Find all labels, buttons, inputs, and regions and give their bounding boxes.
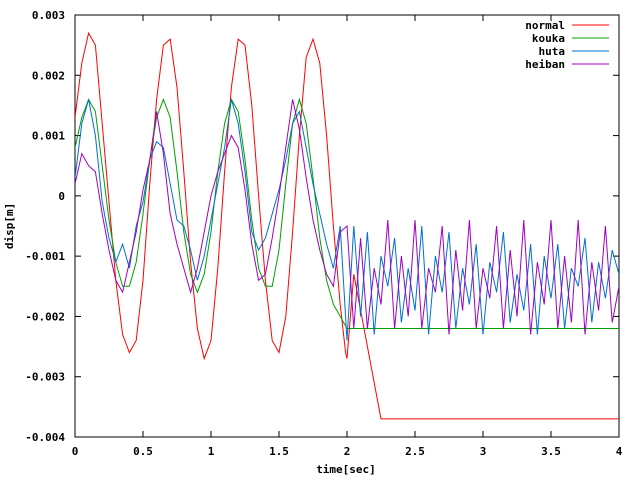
- x-tick-label: 0: [72, 445, 79, 458]
- series-line-huta: [75, 99, 619, 341]
- legend-label-kouka: kouka: [532, 32, 565, 45]
- y-tick-label: 0.002: [32, 69, 65, 82]
- y-tick-label: -0.001: [25, 250, 65, 263]
- y-axis-label: disp[m]: [3, 203, 16, 249]
- x-tick-label: 3: [480, 445, 487, 458]
- x-tick-label: 1.5: [269, 445, 289, 458]
- x-tick-label: 0.5: [133, 445, 153, 458]
- x-tick-label: 2.5: [405, 445, 425, 458]
- y-tick-label: -0.002: [25, 310, 65, 323]
- legend-label-normal: normal: [525, 19, 565, 32]
- x-tick-label: 2: [344, 445, 351, 458]
- y-tick-label: -0.003: [25, 371, 65, 384]
- series-lines: [75, 31, 619, 420]
- series-line-kouka: [75, 97, 619, 329]
- legend-label-huta: huta: [539, 45, 566, 58]
- y-tick-label: 0.003: [32, 9, 65, 22]
- y-tick-label: 0.001: [32, 130, 65, 143]
- x-tick-label: 1: [208, 445, 215, 458]
- x-axis-label: time[sec]: [316, 463, 376, 476]
- y-tick-label: -0.004: [25, 431, 65, 444]
- legend-label-heiban: heiban: [525, 58, 565, 71]
- x-tick-label: 3.5: [541, 445, 561, 458]
- series-line-heiban: [75, 99, 619, 335]
- y-tick-label: 0: [58, 190, 65, 203]
- series-line-normal: [75, 31, 619, 420]
- x-tick-label: 4: [616, 445, 623, 458]
- axes: 0 0.5 1 1.5 2 2.5 3 3.5 4 0.003 0.002 0.001 0 -0.001 -…: [25, 9, 622, 458]
